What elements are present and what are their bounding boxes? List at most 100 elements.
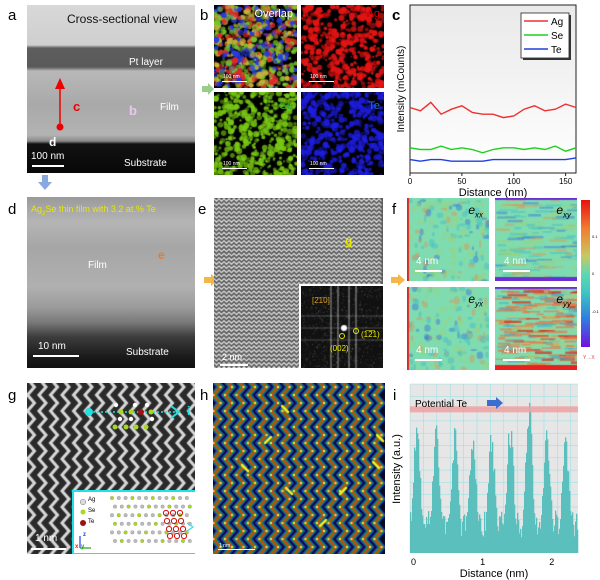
- x-tick-label: 0: [408, 177, 413, 186]
- model-atom: [167, 539, 172, 543]
- histogram-bar: [540, 528, 542, 553]
- histogram-bar: [534, 513, 536, 553]
- histogram-bar: [535, 524, 537, 553]
- x-tick-label: 0: [411, 557, 416, 567]
- histogram-bar: [556, 514, 558, 553]
- model-atom: [113, 539, 117, 543]
- histogram-bar: [444, 516, 446, 553]
- model-atom: [178, 530, 182, 535]
- histogram-bar: [465, 530, 467, 553]
- model-atom: [140, 504, 145, 509]
- panel-label-g: g: [8, 387, 17, 404]
- scale-bar: [218, 549, 255, 550]
- te-site-marker: [177, 517, 185, 525]
- histogram-bar: [558, 534, 560, 553]
- histogram-bar: [546, 430, 548, 553]
- histogram-bar: [512, 447, 514, 553]
- histogram-bar: [480, 518, 482, 553]
- model-atom: [160, 521, 165, 526]
- model-atom: [137, 496, 142, 500]
- model-atom: [144, 496, 148, 500]
- strain-map-exx: exx 4 nm: [407, 198, 489, 281]
- histogram-bar: [442, 518, 444, 553]
- strain-map-eyy: eyy 4 nm: [495, 287, 577, 370]
- model-atom: [137, 513, 142, 518]
- histogram-bar: [545, 440, 547, 553]
- scale-bar: [415, 359, 442, 361]
- model-atom: [144, 513, 148, 518]
- histogram-bar: [470, 470, 472, 553]
- histogram-bar: [557, 517, 559, 553]
- histogram-bar: [446, 521, 448, 553]
- histogram-bar: [564, 442, 566, 553]
- axes-triad-icon: [79, 536, 91, 549]
- model-atom: [130, 513, 135, 518]
- x-tick-label: 150: [559, 177, 573, 186]
- model-atom: [110, 496, 114, 500]
- annotation-potential-te: Potential Te: [415, 399, 468, 410]
- model-atom: [113, 504, 117, 509]
- legend-te: Te: [88, 519, 95, 525]
- model-atom: [171, 496, 176, 500]
- histogram-bar: [523, 509, 525, 553]
- strain-component-label: exy: [556, 203, 571, 219]
- histogram-bar: [554, 525, 556, 553]
- model-atom: [116, 496, 121, 500]
- model-atom: [137, 530, 142, 535]
- histogram-bar: [487, 492, 489, 553]
- cross-section-tem-image: Cross-sectional view Pt layer Film Subst…: [27, 5, 195, 173]
- histogram-bar: [462, 521, 464, 553]
- x-tick-label: 100: [507, 177, 521, 186]
- histogram-bar: [421, 509, 423, 553]
- histogram-bar: [494, 468, 496, 553]
- histogram-bar: [484, 511, 486, 553]
- film-label: Film: [160, 102, 179, 113]
- te-site-marker: [180, 532, 188, 540]
- histogram-bar: [423, 523, 425, 553]
- histogram-bar: [435, 428, 437, 553]
- pt-layer-label: Pt layer: [129, 57, 163, 68]
- histogram-bar: [527, 428, 529, 553]
- histogram-bar: [574, 536, 576, 553]
- histogram-bar: [571, 515, 573, 553]
- panel-label-d: d: [8, 201, 17, 218]
- scale-bar-label: 1 nm: [35, 533, 58, 544]
- histogram-bar: [516, 524, 518, 553]
- legend-markers: [79, 498, 87, 526]
- model-atom: [119, 521, 124, 526]
- colorbar: [581, 200, 590, 347]
- model-atom: [187, 539, 192, 543]
- title-text: Cross-sectional view: [67, 12, 178, 26]
- model-atom: [147, 504, 151, 509]
- marker-d: d: [49, 135, 57, 149]
- histogram-bar: [410, 512, 412, 553]
- crystal-model-inset: Ag Se Te z x y: [72, 490, 195, 554]
- histogram-bar: [519, 533, 521, 553]
- histogram-bar: [513, 465, 515, 553]
- histogram-bar: [457, 464, 459, 553]
- histogram-bar: [429, 524, 431, 553]
- histogram-bar: [431, 510, 433, 553]
- te-site-marker: [162, 509, 170, 517]
- histogram-bar: [572, 512, 574, 553]
- scan-direction-icon: [186, 522, 195, 532]
- scale-bar-label: 1 nm: [219, 543, 231, 549]
- histogram-bar: [466, 516, 468, 553]
- axis-x-label: x: [75, 544, 79, 550]
- marker-b: b: [129, 103, 137, 118]
- histogram-bar: [413, 482, 415, 553]
- model-atom: [164, 496, 169, 500]
- histogram-bar: [478, 520, 480, 553]
- model-atom: [153, 521, 158, 526]
- histogram-bar: [430, 516, 432, 553]
- x-tick-label: 50: [457, 177, 466, 186]
- histogram-bar: [551, 500, 553, 553]
- eds-map-se: Se 100 nm: [214, 92, 297, 175]
- histogram-bar: [424, 523, 426, 553]
- film-label: Film: [88, 260, 107, 271]
- histogram-bar: [434, 446, 436, 553]
- histogram-bar: [570, 511, 572, 553]
- model-atom: [150, 496, 155, 500]
- histogram-bar: [503, 524, 505, 553]
- histogram-bar: [492, 442, 494, 553]
